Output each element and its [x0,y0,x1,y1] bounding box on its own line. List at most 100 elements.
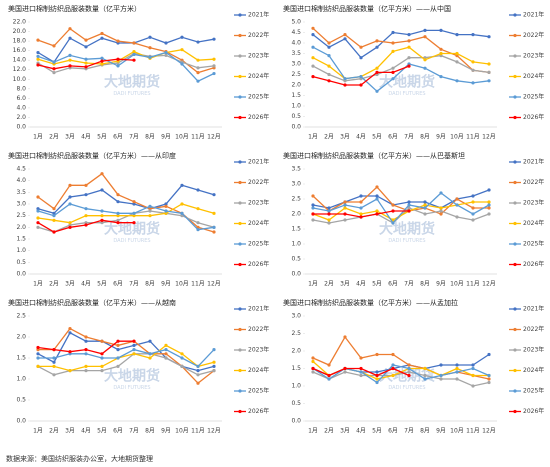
data-point [212,37,216,41]
y-tick-label: 0.5 [291,400,301,407]
data-point [116,343,120,347]
legend-marker [513,348,517,352]
data-point [196,188,200,192]
data-point [439,191,443,195]
series-line [312,27,490,74]
series-line [312,46,490,93]
data-point [343,203,347,207]
legend-label: 2026年 [248,260,269,268]
data-point [423,212,427,216]
data-point [100,56,104,60]
data-point [196,40,200,44]
x-tick-label: 10月 [175,428,189,435]
data-point [391,363,395,367]
data-point [311,45,315,49]
watermark: DADI FUTURES [113,385,150,391]
data-point [343,335,347,339]
data-point [407,203,411,207]
data-point [36,221,40,225]
data-point [116,356,120,360]
legend-marker [513,201,517,205]
data-point [180,356,184,360]
data-point [100,369,104,373]
data-point [68,369,72,373]
legend-label: 2025年 [248,240,269,248]
data-point [455,51,459,56]
data-point [487,79,491,83]
data-point [196,58,200,62]
y-tick-label: 4.0 [16,177,26,184]
legend-marker [238,115,242,120]
y-tick-label: 5.0 [291,19,301,26]
data-point [407,39,411,43]
x-tick-label: 6月 [388,428,398,435]
x-tick-label: 2月 [324,134,334,141]
legend-label: 2026年 [523,113,544,121]
data-point [84,369,88,373]
legend-label: 2022年 [248,325,269,333]
data-point [407,366,411,371]
data-point [132,221,136,225]
data-point [423,200,427,204]
y-tick-label: 20.0 [13,28,27,35]
watermark: DADI FUTURES [113,91,150,97]
data-point [52,214,56,218]
data-point [180,35,184,39]
data-point [375,197,379,201]
data-point [164,343,168,347]
y-tick-label: 1.5 [291,365,301,372]
legend-label: 2025年 [523,240,544,248]
legend-marker [238,262,242,267]
x-tick-label: 6月 [113,281,123,288]
legend-label: 2023年 [248,346,269,354]
legend-label: 2026年 [248,113,269,121]
x-tick-label: 5月 [97,134,107,141]
data-point [471,81,475,85]
data-point [487,70,491,74]
data-point [471,60,475,64]
data-point [84,65,88,69]
x-tick-label: 7月 [129,134,139,141]
x-tick-label: 4月 [356,281,366,288]
data-point [343,33,347,37]
data-point [471,373,475,378]
data-point [148,356,152,360]
x-tick-label: 4月 [81,281,91,288]
legend-marker [238,54,242,58]
data-point [196,207,200,211]
data-point [36,38,40,42]
data-point [52,67,56,71]
legend-label: 2022年 [523,31,544,39]
legend-marker [513,54,517,58]
legend-marker [513,389,517,393]
y-tick-label: 0.0 [291,418,301,425]
data-point [359,356,363,360]
data-point [84,38,88,42]
y-tick-label: 0.5 [16,259,26,266]
legend-label: 2023年 [248,199,269,207]
y-tick-label: 4.5 [291,29,301,36]
data-point [311,218,315,222]
data-point [212,369,216,373]
data-point [100,364,104,368]
legend-label: 2024年 [523,219,544,227]
data-point [164,348,168,352]
data-point [52,218,56,222]
data-point [148,209,152,213]
y-tick-label: 2.5 [16,313,26,320]
legend-label: 2025年 [523,93,544,101]
data-point [471,218,475,222]
y-tick-label: 2.0 [291,211,301,218]
data-point [84,221,88,225]
data-point [343,366,347,371]
x-tick-label: 3月 [340,281,350,288]
data-point [471,384,475,388]
data-point [359,370,363,374]
x-tick-label: 5月 [372,428,382,435]
data-point [36,216,40,220]
data-point [164,352,168,356]
y-tick-label: 12.0 [13,66,27,73]
data-point [327,45,331,49]
chart-title: 美国进口棉制纺织品服装数量（亿平方米） [8,4,141,13]
